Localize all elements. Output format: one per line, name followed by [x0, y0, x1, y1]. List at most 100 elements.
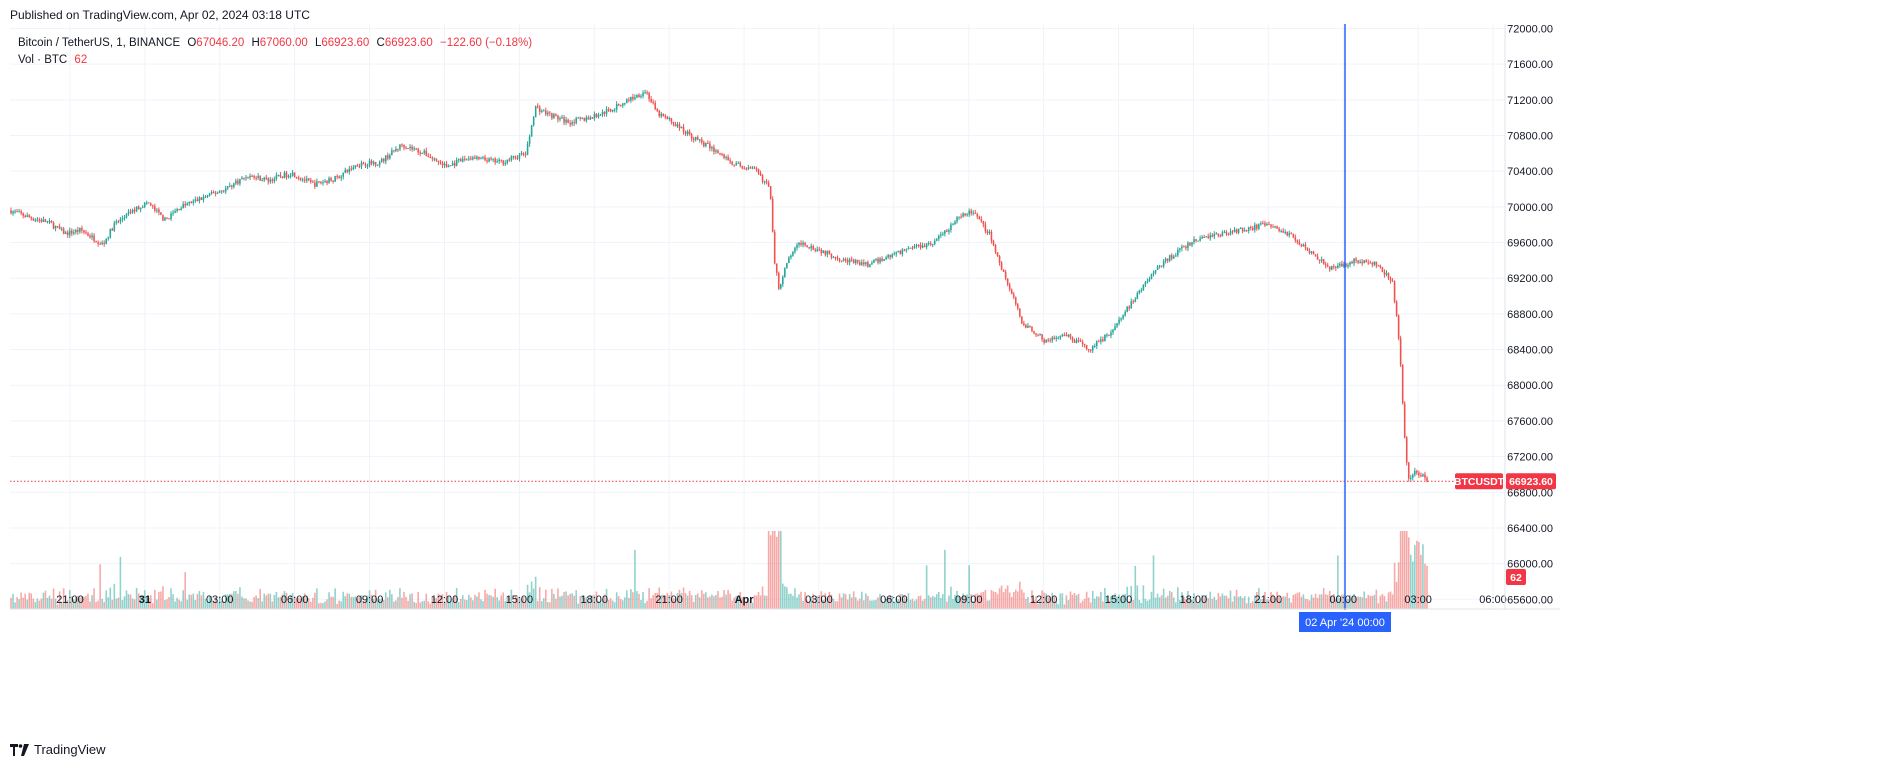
volume-bar: [790, 593, 792, 609]
candle-body: [1247, 227, 1250, 231]
volume-bar: [382, 599, 385, 609]
candle-body: [1114, 326, 1116, 330]
candle-body: [1351, 261, 1353, 264]
candle-body: [644, 92, 646, 94]
legend-volume-label[interactable]: Vol · BTC: [18, 54, 68, 66]
candle-body: [330, 178, 332, 181]
candle-body: [1067, 334, 1070, 337]
volume-bar: [1185, 599, 1187, 609]
brand-name: TradingView: [34, 742, 106, 757]
volume-bar: [713, 596, 715, 609]
volume-bar: [399, 588, 401, 609]
volume-bar: [239, 587, 241, 609]
candle-body: [374, 162, 377, 166]
volume-bar: [850, 597, 853, 609]
candle-body: [1391, 280, 1394, 282]
volume-bar: [848, 594, 851, 609]
volume-bar: [81, 596, 83, 609]
volume-bar: [1008, 592, 1011, 609]
candle-body: [261, 180, 264, 182]
volume-bar: [1322, 587, 1325, 609]
candle-body: [952, 224, 954, 226]
candle-body: [1349, 261, 1351, 265]
price-chart[interactable]: 72000.00 71600.00 71200.00 70800.00 70400.00…: [0, 24, 1882, 736]
candle-body: [1294, 237, 1297, 241]
candle-body: [773, 231, 776, 264]
volume-bar: [743, 596, 746, 609]
volume-bar: [526, 584, 529, 609]
candle-body: [34, 219, 37, 221]
volume-bar: [703, 593, 705, 609]
volume-bar: [129, 594, 132, 609]
volume-bar: [1134, 565, 1137, 609]
candle-body: [83, 230, 85, 233]
candle-body: [85, 232, 87, 234]
candle-body: [1091, 346, 1094, 351]
volume-bar: [24, 593, 26, 609]
candle-body: [875, 258, 877, 261]
candle-body: [937, 235, 940, 240]
volume-bar: [873, 600, 875, 609]
candle-body: [1057, 337, 1060, 339]
candle-body: [966, 214, 968, 216]
candle-body: [1126, 306, 1128, 312]
candle-body: [1023, 323, 1025, 326]
volume-bar: [170, 588, 172, 609]
volume-bar: [1130, 585, 1133, 609]
candle-body: [334, 176, 336, 182]
candle-body: [775, 263, 778, 273]
candle-body: [131, 209, 134, 213]
candle-body: [1426, 477, 1428, 482]
candle-body: [1341, 263, 1343, 267]
candle-body: [1081, 341, 1084, 345]
candle-body: [779, 284, 782, 289]
candle-body: [1156, 266, 1159, 271]
volume-bar: [887, 597, 889, 609]
candle-body: [342, 172, 345, 177]
volume-bar: [923, 598, 926, 609]
candle-body: [1258, 224, 1260, 229]
volume-bar: [202, 591, 205, 609]
candle-body: [597, 114, 600, 117]
candle-body: [251, 175, 253, 177]
candle-body: [956, 217, 958, 222]
volume-bar: [1251, 601, 1254, 609]
volume-bar: [386, 597, 389, 609]
volume-bar: [403, 591, 405, 609]
volume-bar: [83, 596, 85, 609]
volume-bar: [806, 600, 808, 609]
legend-symbol[interactable]: Bitcoin / TetherUS, 1, BINANCE: [18, 37, 181, 49]
candle-body: [1150, 274, 1153, 280]
volume-bar: [978, 595, 981, 609]
candle-body: [528, 136, 531, 144]
candle-body: [1302, 244, 1305, 247]
candle-body: [680, 126, 683, 129]
candle-body: [95, 241, 97, 243]
candle-body: [1158, 265, 1161, 267]
volume-bar: [624, 597, 626, 609]
volume-bar: [518, 596, 521, 609]
candle-body: [1418, 472, 1420, 476]
candle-body: [1365, 260, 1368, 263]
candle-body: [60, 228, 63, 230]
candle-body: [567, 119, 569, 123]
candle-body: [917, 244, 920, 246]
candle-body: [271, 179, 274, 182]
candle-body: [1166, 258, 1169, 261]
volume-bar: [1351, 596, 1353, 609]
tradingview-brand[interactable]: TradingView: [10, 742, 106, 757]
candle-body: [249, 175, 251, 178]
volume-bar: [470, 597, 472, 609]
candle-body: [358, 166, 361, 168]
volume-bar: [91, 595, 93, 609]
volume-bar: [652, 595, 654, 609]
candle-body: [996, 252, 999, 256]
candle-body: [425, 150, 428, 157]
candle-body: [1266, 223, 1268, 226]
candle-body: [93, 235, 95, 242]
volume-bar: [1339, 598, 1341, 609]
candle-body: [166, 217, 168, 219]
candle-body: [152, 205, 154, 207]
y-tick-label: 69200.00: [1507, 273, 1553, 285]
candle-body: [441, 163, 444, 166]
